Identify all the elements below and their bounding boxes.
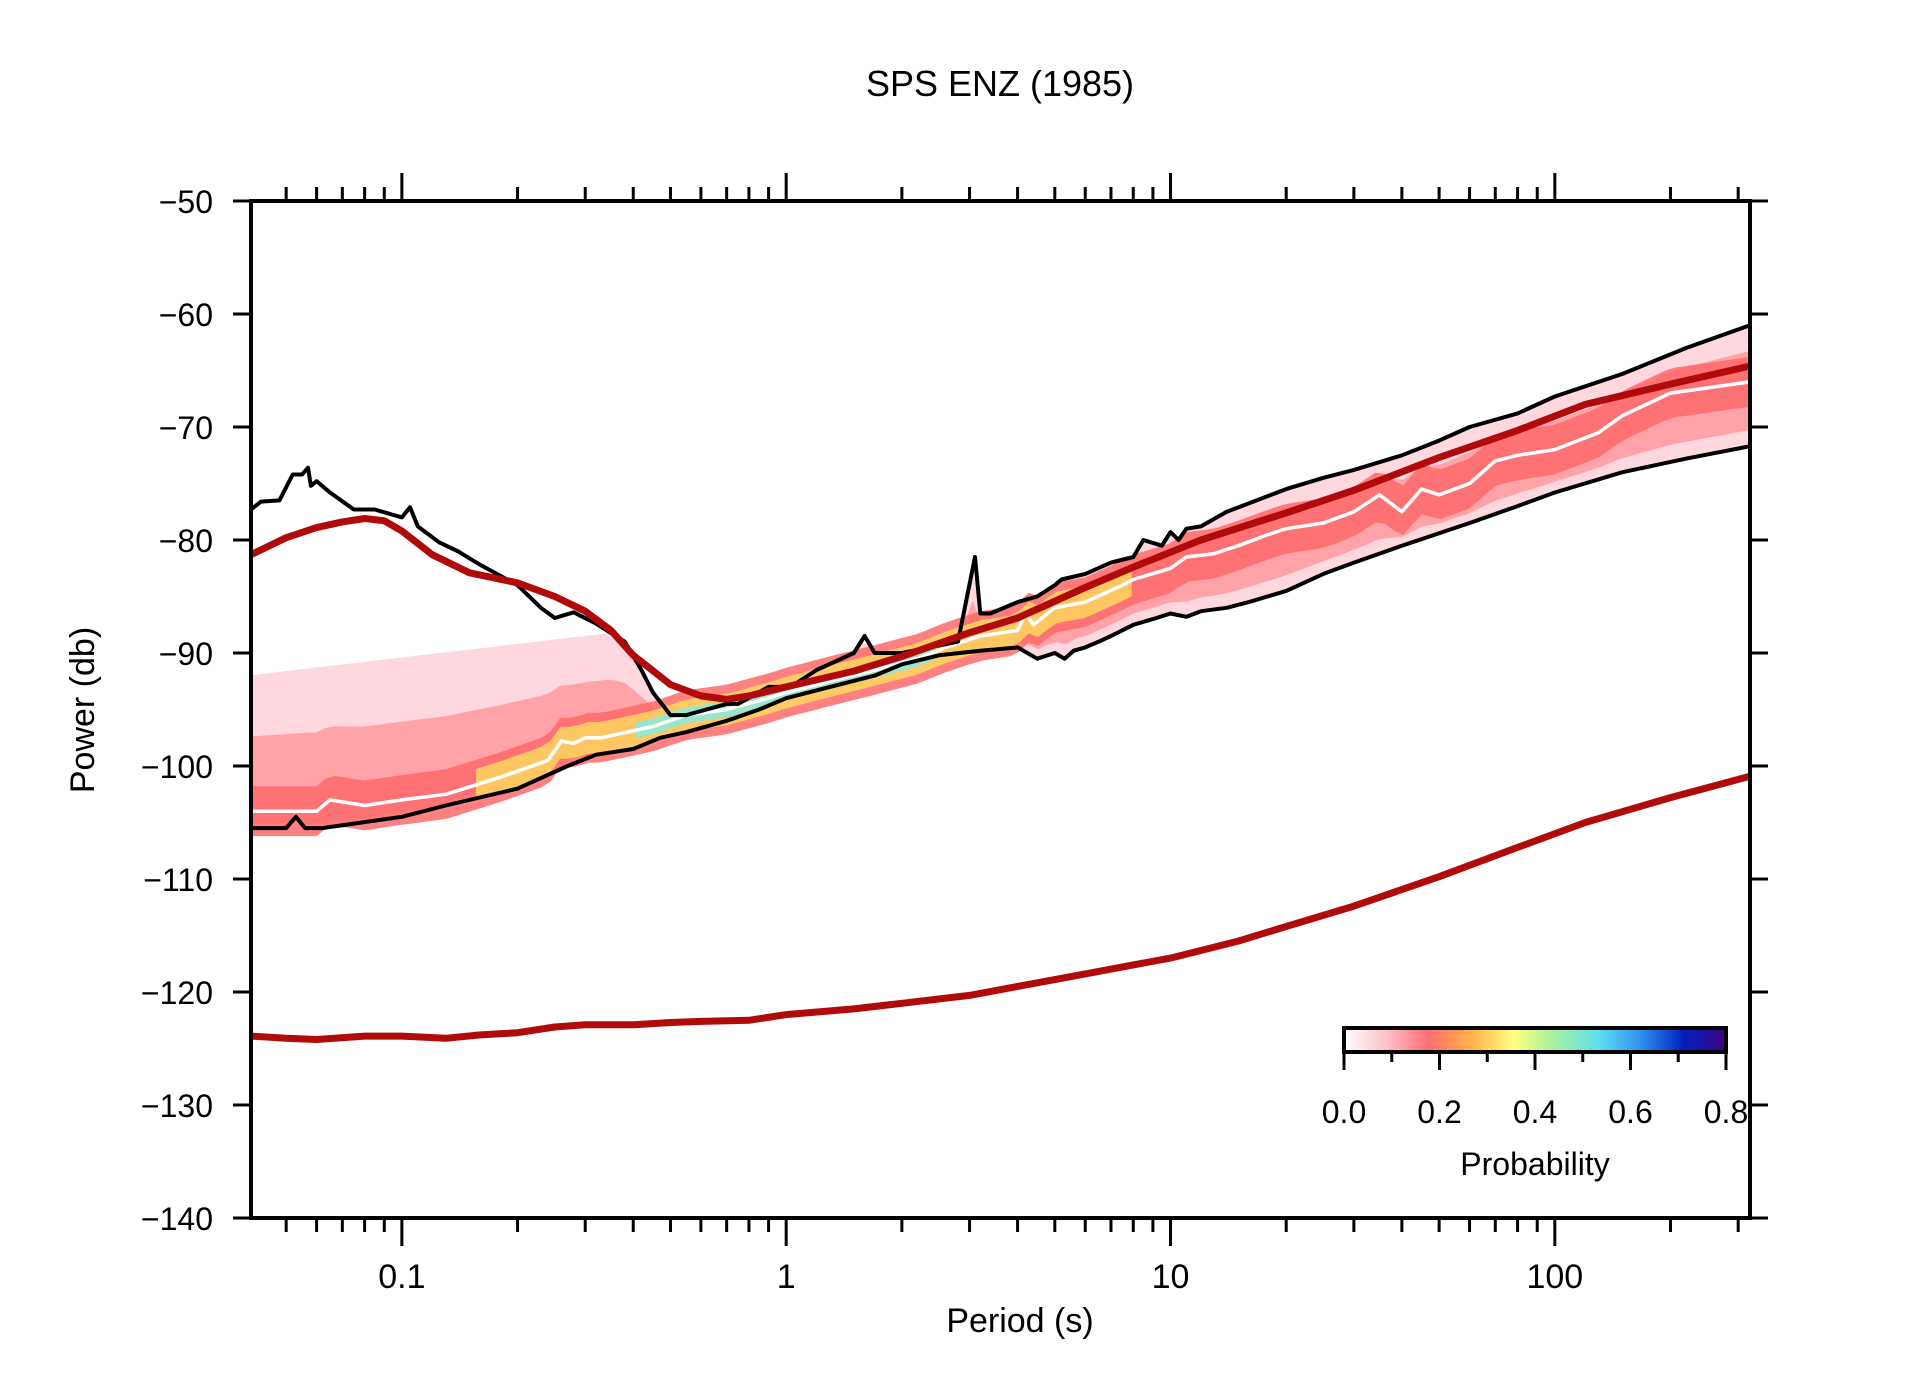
- x-axis: 0.1 1 10 100: [284, 173, 1740, 1296]
- y-tick-label: −90: [159, 636, 213, 672]
- colorbar-label: Probability: [1460, 1146, 1609, 1182]
- colorbar-tick-label: 0.0: [1322, 1094, 1366, 1130]
- y-axis: −50 −60 −70 −80 −90 −100 −110 −120 −130 −140: [141, 184, 1768, 1237]
- y-tick-label: −50: [159, 184, 213, 220]
- pdf-band-mid: [251, 350, 1750, 824]
- series-pdf-maximum: [251, 323, 1750, 718]
- y-tick-label: −100: [141, 749, 213, 785]
- series-pdf-mode: [251, 380, 1750, 813]
- x-tick-label: 0.1: [378, 1258, 425, 1296]
- pdf-density-band: [251, 325, 1750, 837]
- series-layer: [251, 323, 1750, 1043]
- series-nhnm: [251, 362, 1750, 703]
- y-axis-label: Power (db): [64, 627, 102, 793]
- colorbar-tick-label: 0.8: [1704, 1094, 1748, 1130]
- colorbar-ticks: 0.0 0.2 0.4 0.6 0.8: [1322, 1052, 1748, 1130]
- colorbar-tick-label: 0.4: [1513, 1094, 1557, 1130]
- x-tick-label: 10: [1152, 1258, 1190, 1296]
- series-pdf-minimum: [251, 444, 1750, 831]
- plot-frame: [249, 199, 1752, 1220]
- x-axis-label: Period (s): [946, 1302, 1093, 1340]
- chart-title: SPS ENZ (1985): [866, 63, 1134, 104]
- colorbar-tick-label: 0.2: [1417, 1094, 1461, 1130]
- y-tick-label: −120: [141, 975, 213, 1011]
- colorbar-tick-label: 0.6: [1608, 1094, 1652, 1130]
- y-tick-label: −140: [141, 1201, 213, 1237]
- y-tick-label: −130: [141, 1088, 213, 1124]
- series-nlnm: [251, 772, 1750, 1043]
- y-tick-label: −80: [159, 523, 213, 559]
- pdf-band-inner: [251, 356, 1750, 837]
- colorbar: 0.0 0.2 0.4 0.6 0.8 Probability: [1322, 1026, 1748, 1182]
- x-tick-label: 1: [777, 1258, 796, 1296]
- colorbar-gradient: [1342, 1026, 1728, 1054]
- y-tick-label: −110: [143, 862, 213, 898]
- y-tick-label: −70: [159, 410, 213, 446]
- x-tick-label: 100: [1526, 1258, 1583, 1296]
- y-tick-label: −60: [159, 297, 213, 333]
